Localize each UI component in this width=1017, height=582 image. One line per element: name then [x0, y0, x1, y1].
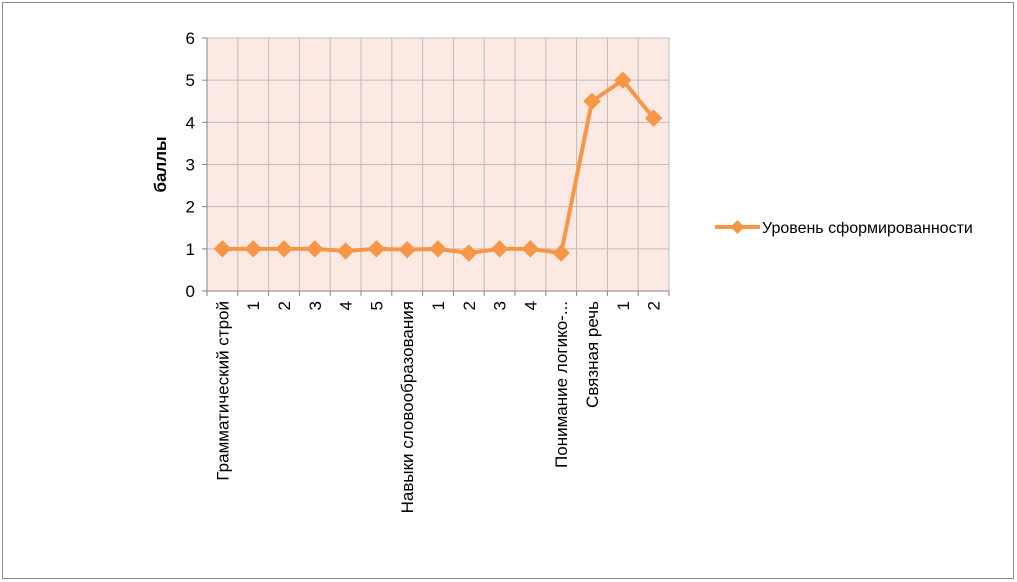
y-tick-labels: 0 1 2 3 4 5 6 [186, 29, 195, 301]
x-tick-label: 2 [460, 301, 479, 310]
data-point-marker [614, 71, 632, 89]
y-axis-title: баллы [151, 136, 170, 192]
x-tick-label: 1 [244, 301, 263, 310]
legend-diamond-marker [730, 220, 745, 234]
data-point-marker [644, 109, 663, 127]
x-tick-label: 3 [306, 301, 325, 310]
series-layer [213, 71, 663, 262]
data-point-marker [429, 240, 447, 258]
x-tick-label: 4 [521, 301, 540, 310]
axes [202, 37, 670, 296]
x-tick-label: 4 [337, 301, 356, 310]
data-point-marker [213, 240, 232, 258]
y-tick-label: 4 [186, 113, 195, 132]
y-tick-label: 1 [186, 240, 195, 259]
y-tick-label: 3 [186, 156, 195, 175]
x-tick-label: Понимание логико-... [552, 301, 571, 468]
legend-label: Уровень сформированности [762, 220, 973, 237]
data-point-marker [460, 244, 478, 262]
x-tick-label: 2 [275, 301, 294, 310]
y-tick-label: 2 [186, 198, 195, 217]
data-point-marker [490, 240, 509, 258]
line-chart: 0 1 2 3 4 5 6 Грамматический строй 1 2 3 4 5 Навыки … [151, 29, 973, 513]
data-point-marker [398, 240, 416, 259]
data-point-marker [552, 244, 570, 262]
data-point-marker [306, 240, 324, 258]
x-tick-labels: Грамматический строй 1 2 3 4 5 Навыки словообр… [213, 301, 663, 513]
x-tick-label: 2 [645, 301, 664, 310]
data-point-marker [244, 240, 262, 258]
y-tick-label: 0 [186, 282, 195, 301]
legend: Уровень сформированности [715, 220, 973, 237]
x-tick-label: 3 [491, 301, 510, 310]
x-tick-label: Навыки словообразования [398, 301, 417, 513]
x-tick-label: Связная речь [583, 301, 602, 408]
y-tick-label: 6 [186, 29, 195, 48]
x-tick-label: 1 [614, 301, 633, 310]
data-point-marker [367, 240, 386, 258]
x-tick-label: 1 [429, 301, 448, 310]
data-point-marker [583, 92, 601, 110]
data-point-marker [336, 242, 355, 260]
data-point-marker [521, 240, 540, 258]
x-tick-label: 5 [367, 301, 386, 310]
data-point-marker [275, 240, 293, 258]
y-tick-label: 5 [186, 71, 195, 90]
x-tick-label: Грамматический строй [213, 301, 232, 481]
